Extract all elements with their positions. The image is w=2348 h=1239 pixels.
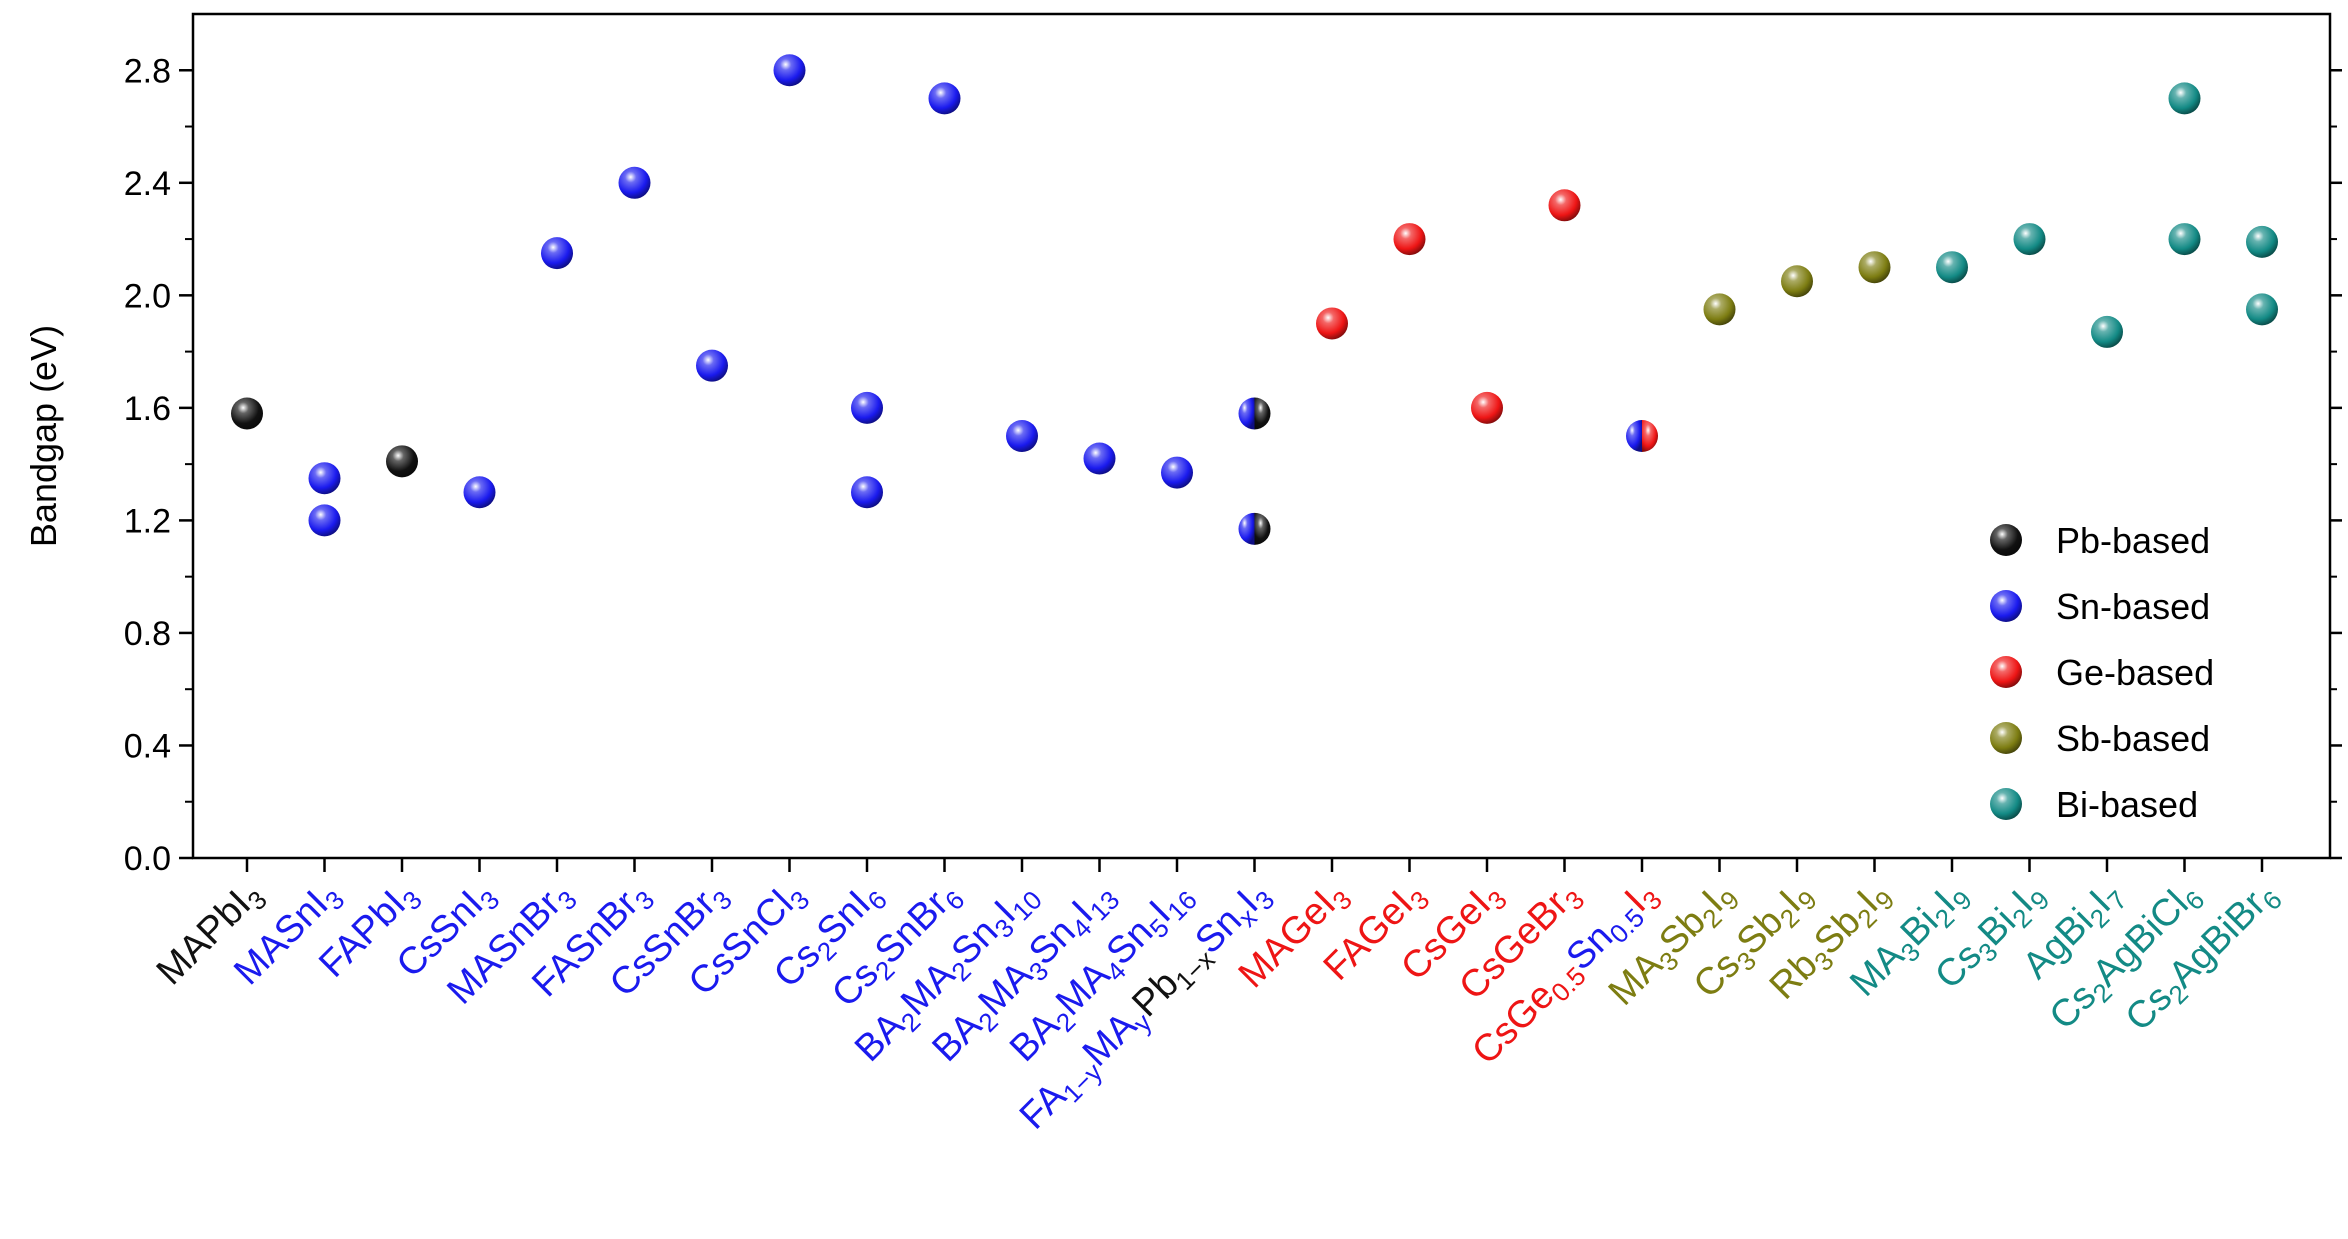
legend-marker-ge [1990,656,2022,688]
y-tick-label: 2.8 [124,52,171,90]
data-point [851,476,883,509]
data-point [2168,223,2201,256]
data-point-left-half [1238,397,1255,430]
x-tick-labels: MAPbI3MASnI3FAPbI3CsSnI3MASnBr3FASnBr3Cs… [149,873,2288,1138]
data-point [1006,420,1038,452]
chart-axes: 0.0 0.4 0.8 1.2 1.6 2.0 2.4 2.8 [124,12,2342,878]
y-tick-label: 1.2 [124,502,171,540]
data-point [231,397,263,430]
y-tick-label: 0.4 [124,727,171,765]
data-point [928,82,961,115]
data-points [231,54,2278,545]
y-tick-label: 0.8 [124,615,171,653]
legend-marker-pb [1990,524,2022,556]
legend-label-sn: Sn-based [2056,586,2210,627]
legend: Pb-based Sn-based Ge-based Sb-based Bi-based [1990,520,2214,825]
data-point-left-half [1626,420,1642,452]
legend-label-bi: Bi-based [2056,784,2198,825]
data-point [463,476,496,509]
y-axis-title: Bandgap (eV) [23,325,64,547]
data-point-right-half [1254,512,1271,545]
y-tick-label: 0.0 [124,840,171,878]
data-point [2246,293,2278,326]
y-tick-label: 2.0 [124,277,171,315]
data-point [1858,251,1891,284]
y-axis-title-group: Bandgap (eV) [23,325,64,547]
data-point [1936,251,1968,284]
data-point [1781,265,1813,298]
legend-label-pb: Pb-based [2056,520,2210,561]
data-point [2246,225,2278,258]
data-point [1471,391,1503,424]
data-point [386,445,418,478]
data-point-right-half [1642,420,1658,452]
legend-marker-sn [1990,590,2022,622]
data-point [1083,442,1116,475]
legend-marker-bi [1990,788,2022,820]
data-point [308,504,341,537]
data-point [1703,293,1736,326]
data-point [696,349,728,382]
data-point [851,391,883,424]
data-point [1161,456,1193,489]
legend-marker-sb [1990,722,2022,754]
data-point [2168,82,2201,115]
data-point [1548,189,1581,222]
data-point-left-half [1238,512,1255,545]
plot-frame [191,12,2332,860]
data-point [618,166,651,199]
data-point-split [1626,420,1658,452]
data-point-split [1238,512,1271,545]
data-point [541,237,573,270]
data-point [2013,223,2046,256]
data-point [1316,307,1348,340]
data-point [1393,223,1426,256]
x-tick-label: Cs2SnI6 [766,873,893,1000]
legend-label-sb: Sb-based [2056,718,2210,759]
legend-label-ge: Ge-based [2056,652,2214,693]
data-point [2091,315,2123,348]
data-point [773,54,806,87]
data-point [308,462,341,495]
data-point-split [1238,397,1271,430]
y-tick-label: 2.4 [124,165,171,203]
data-point-right-half [1254,397,1271,430]
y-tick-label: 1.6 [124,390,171,428]
